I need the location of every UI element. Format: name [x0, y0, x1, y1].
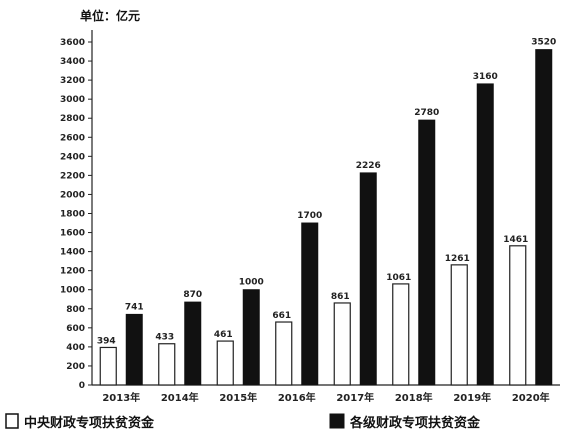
y-axis-ticks: 0 200 400 600 800 1000 1200 1400 1600 1800 2000 220…: [60, 38, 92, 391]
bar-all-levels: [125, 313, 143, 386]
value-label-all-levels: 870: [183, 290, 202, 300]
y-tick-label: 1600: [60, 229, 85, 239]
y-tick-label: 3200: [60, 76, 85, 86]
x-axis-labels-group: 2013年 2014年 2015年 2016年 2017年 2018年 2019年 2020年: [102, 391, 549, 404]
value-labels-group: 394 741 433 870 461 1000 661 1700 861 2226 1061 278…: [97, 38, 556, 347]
value-label-all-levels: 1700: [297, 211, 322, 221]
y-tick-label: 3600: [60, 38, 85, 48]
x-tick-label: 2016年: [278, 391, 316, 404]
value-label-all-levels: 3160: [473, 72, 498, 82]
y-tick-label: 2400: [60, 152, 85, 162]
y-tick-label: 2600: [60, 133, 85, 143]
y-tick-label: 400: [66, 343, 85, 353]
legend-label-central: 中央财政专项扶贫资金: [24, 415, 155, 431]
bar-central: [275, 321, 293, 386]
bars-group: [99, 49, 553, 386]
x-tick-label: 2014年: [161, 391, 199, 404]
value-label-central: 1061: [386, 273, 411, 283]
value-label-all-levels: 2226: [356, 161, 381, 171]
legend: 中央财政专项扶贫资金 各级财政专项扶贫资金: [5, 413, 481, 431]
y-tick-label: 600: [66, 324, 85, 334]
bar-all-levels: [535, 49, 553, 386]
value-label-all-levels: 2780: [414, 108, 439, 118]
value-label-central: 394: [97, 336, 116, 346]
legend-swatch-all-levels: [329, 413, 345, 429]
y-tick-label: 2800: [60, 114, 85, 124]
y-tick-label: 1800: [60, 210, 85, 220]
bar-all-levels: [184, 301, 202, 386]
bar-all-levels: [301, 222, 319, 386]
bar-all-levels: [242, 289, 260, 386]
value-label-all-levels: 741: [125, 302, 144, 312]
x-tick-label: 2019年: [453, 391, 491, 404]
value-label-all-levels: 3520: [531, 38, 556, 48]
y-tick-label: 2000: [60, 190, 85, 200]
y-tick-label: 200: [66, 362, 85, 372]
legend-swatch-central: [5, 413, 19, 429]
value-label-central: 661: [272, 311, 291, 321]
bar-central: [450, 264, 468, 386]
bar-central: [392, 283, 410, 386]
bar-central: [509, 245, 527, 386]
x-tick-label: 2015年: [219, 391, 257, 404]
y-tick-label: 3400: [60, 57, 85, 67]
y-tick-label: 1400: [60, 248, 85, 258]
bar-all-levels: [359, 172, 377, 386]
y-tick-label: 0: [79, 381, 85, 391]
bar-all-levels: [476, 83, 494, 386]
value-label-central: 1261: [445, 254, 470, 264]
x-tick-label: 2020年: [512, 391, 550, 404]
y-tick-label: 800: [66, 305, 85, 315]
bar-central: [158, 343, 176, 386]
x-tick-label: 2017年: [336, 391, 374, 404]
unit-label: 单位：亿元: [80, 8, 140, 23]
x-tick-label: 2013年: [102, 391, 140, 404]
value-label-central: 861: [331, 292, 350, 302]
y-tick-label: 2200: [60, 171, 85, 181]
bar-central: [99, 346, 117, 386]
legend-label-all-levels: 各级财政专项扶贫资金: [349, 415, 481, 431]
x-tick-label: 2018年: [395, 391, 433, 404]
bar-central: [216, 340, 234, 386]
value-label-all-levels: 1000: [239, 278, 264, 288]
bar-all-levels: [418, 119, 436, 386]
value-label-central: 1461: [503, 235, 528, 245]
y-tick-label: 3000: [60, 95, 85, 105]
bar-central: [333, 302, 351, 386]
value-label-central: 433: [155, 333, 174, 343]
y-tick-label: 1000: [60, 286, 85, 296]
value-label-central: 461: [214, 330, 233, 340]
y-tick-label: 1200: [60, 267, 85, 277]
